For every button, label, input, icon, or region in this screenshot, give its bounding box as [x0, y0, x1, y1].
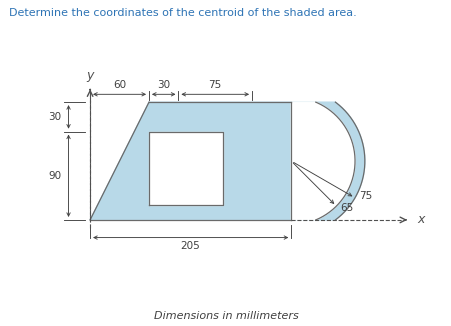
- Text: 90: 90: [48, 171, 61, 181]
- Text: Determine the coordinates of the centroid of the shaded area.: Determine the coordinates of the centroi…: [9, 8, 356, 18]
- Text: 65: 65: [340, 203, 353, 213]
- Text: 30: 30: [157, 81, 170, 90]
- Polygon shape: [290, 102, 354, 220]
- Polygon shape: [90, 102, 364, 220]
- Text: 75: 75: [207, 81, 221, 90]
- Text: 205: 205: [180, 241, 200, 250]
- Text: 30: 30: [48, 112, 61, 122]
- Text: 75: 75: [358, 191, 371, 201]
- Text: 60: 60: [113, 81, 126, 90]
- Text: y: y: [86, 68, 94, 82]
- Polygon shape: [149, 132, 222, 205]
- Text: x: x: [416, 214, 423, 227]
- Text: Dimensions in millimeters: Dimensions in millimeters: [153, 311, 298, 321]
